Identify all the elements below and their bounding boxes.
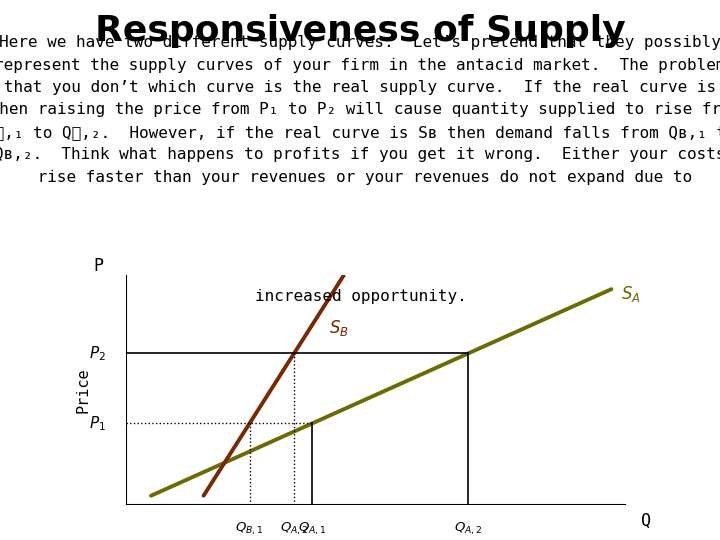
Text: $P_2$: $P_2$ [89,344,106,363]
Text: rise faster than your revenues or your revenues do not expand due to: rise faster than your revenues or your r… [28,170,692,185]
Text: is that you don’t which curve is the real supply curve.  If the real curve is Sₐ: is that you don’t which curve is the rea… [0,80,720,95]
Text: $Q_{B,1}$: $Q_{B,1}$ [235,521,264,537]
Text: increased opportunity.: increased opportunity. [256,289,467,304]
Text: Here we have two different supply curves.  Let’s pretend that they possibly: Here we have two different supply curves… [0,35,720,50]
Text: $S_A$: $S_A$ [621,284,641,304]
Text: represent the supply curves of your firm in the antacid market.  The problem: represent the supply curves of your firm… [0,57,720,72]
Text: P: P [94,257,104,275]
Text: Responsiveness of Supply: Responsiveness of Supply [95,14,625,48]
Text: $Q_{A,2}$: $Q_{A,2}$ [280,521,308,537]
Text: $Q_{A,2}$: $Q_{A,2}$ [454,521,482,537]
Text: Price: Price [76,367,91,413]
Text: $S_B$: $S_B$ [328,318,348,338]
Text: Qᴀ,₁ to Qᴀ,₂.  However, if the real curve is Sʙ then demand falls from Qʙ,₁ to: Qᴀ,₁ to Qᴀ,₂. However, if the real curve… [0,125,720,140]
Text: then raising the price from P₁ to P₂ will cause quantity supplied to rise from: then raising the price from P₁ to P₂ wil… [0,102,720,117]
Text: $Q_{A,1}$: $Q_{A,1}$ [298,521,326,537]
Text: Q: Q [642,512,652,530]
Text: $P_1$: $P_1$ [89,414,106,433]
Text: Qʙ,₂.  Think what happens to profits if you get it wrong.  Either your costs: Qʙ,₂. Think what happens to profits if y… [0,147,720,162]
